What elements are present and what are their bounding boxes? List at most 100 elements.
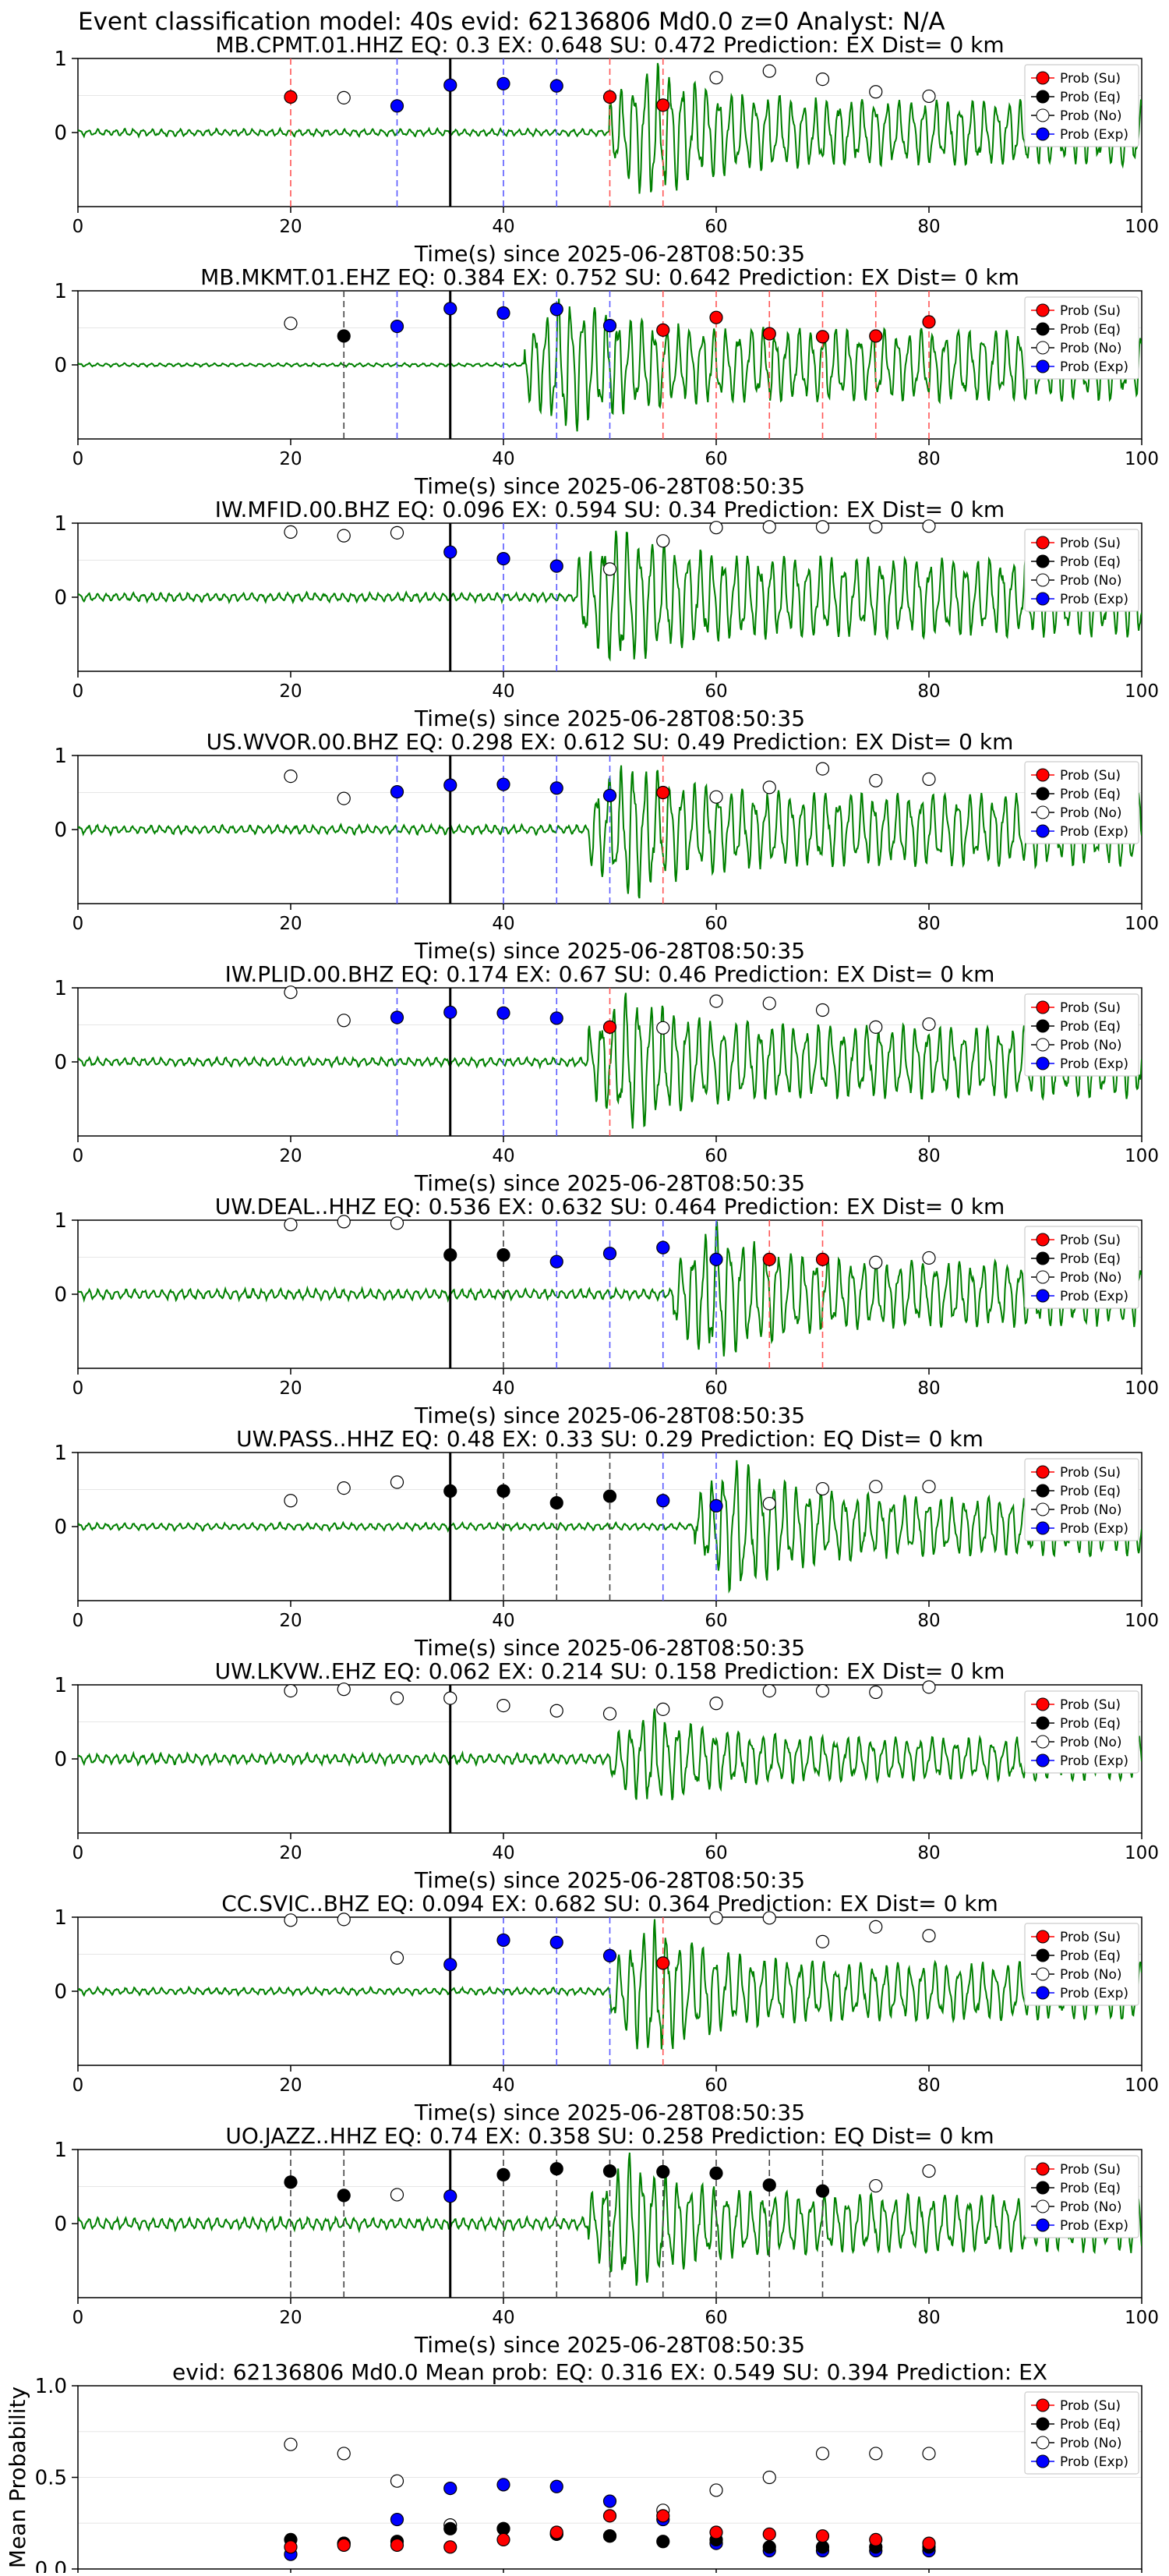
y-tick-label: 1: [54, 2139, 67, 2162]
x-tick-label: 20: [279, 681, 302, 702]
legend-label-su: Prob (Su): [1060, 1000, 1121, 1016]
prob-marker-exp: [496, 551, 510, 566]
legend-label-exp: Prob (Exp): [1060, 592, 1128, 607]
mean-marker-su: [762, 2527, 776, 2541]
x-axis-label: Time(s) since 2025-06-28T08:50:35: [414, 2100, 805, 2125]
prob-marker-no: [869, 520, 883, 534]
prob-marker-no: [815, 1684, 830, 1698]
legend-marker-su: [1036, 1233, 1050, 1247]
legend-marker-su: [1036, 1000, 1050, 1014]
x-tick-label: 100: [1125, 681, 1159, 702]
mean-marker-su: [922, 2536, 936, 2550]
y-tick-label: 0: [54, 1748, 67, 1771]
prob-marker-no: [869, 2178, 883, 2193]
legend-marker-su: [1036, 536, 1050, 550]
prob-marker-eq: [496, 1484, 510, 1499]
plot-area: [78, 1917, 1142, 2065]
legend-marker-exp: [1036, 2218, 1050, 2232]
x-tick-label: 100: [1125, 1378, 1159, 1399]
x-tick-label: 80: [917, 2075, 940, 2096]
legend-label-eq: Prob (Eq): [1060, 1019, 1121, 1035]
legend-label-su: Prob (Su): [1060, 536, 1121, 551]
x-tick-label: 20: [279, 1843, 302, 1863]
legend-label-su: Prob (Su): [1060, 2162, 1121, 2178]
panel-10: evid: 62136806 Md0.0 Mean prob: EQ: 0.31…: [5, 2359, 1143, 2576]
prob-marker-exp: [443, 1005, 457, 1019]
prob-marker-eq: [337, 329, 351, 343]
legend-label-eq: Prob (Eq): [1060, 1251, 1121, 1267]
prob-marker-exp: [443, 2189, 457, 2203]
legend-label-no: Prob (No): [1060, 1735, 1122, 1750]
x-tick-label: 0: [72, 1146, 84, 1166]
x-tick-label: 20: [279, 217, 302, 237]
prob-marker-eq: [443, 1248, 457, 1262]
legend-label-eq: Prob (Eq): [1060, 1948, 1121, 1964]
panel-title: MB.MKMT.01.EHZ EQ: 0.384 EX: 0.752 SU: 0…: [200, 264, 1019, 290]
legend-frame: [1024, 1458, 1139, 1541]
prob-marker-no: [602, 1707, 617, 1721]
y-tick-label: 1: [54, 1906, 67, 1930]
legend-marker-eq: [1036, 1019, 1050, 1033]
prob-marker-no: [762, 520, 776, 534]
legend-label-su: Prob (Su): [1060, 303, 1121, 319]
legend-label-su: Prob (Su): [1060, 768, 1121, 784]
prob-marker-eq: [762, 2178, 776, 2192]
legend-marker-no: [1036, 1270, 1050, 1284]
prob-marker-no: [602, 562, 617, 576]
legend-label-no: Prob (No): [1060, 341, 1122, 356]
legend-label-no: Prob (No): [1060, 1967, 1122, 1983]
x-tick-label: 20: [279, 1611, 302, 1631]
prob-marker-su: [815, 1252, 830, 1266]
x-tick-label: 0: [72, 449, 84, 469]
mean-marker-su: [443, 2540, 457, 2554]
prob-marker-eq: [284, 2175, 298, 2189]
prob-marker-no: [390, 1691, 404, 1705]
prob-marker-no: [390, 1475, 404, 1489]
legend-marker-eq: [1036, 322, 1050, 336]
prob-marker-su: [602, 1020, 617, 1034]
legend-marker-exp: [1036, 1986, 1050, 2000]
panel-title: MB.CPMT.01.HHZ EQ: 0.3 EX: 0.648 SU: 0.4…: [215, 32, 1004, 58]
x-axis-label: Time(s) since 2025-06-28T08:50:35: [414, 1170, 805, 1196]
plot-area: [78, 1220, 1142, 1368]
prob-marker-no: [284, 1494, 298, 1508]
legend-frame: [1024, 2155, 1139, 2238]
legend-label-su: Prob (Su): [1060, 1233, 1121, 1248]
prob-marker-no: [337, 1913, 351, 1927]
prob-marker-no: [762, 996, 776, 1010]
legend-label-no: Prob (No): [1060, 1502, 1122, 1518]
mean-marker-exp: [390, 2512, 404, 2527]
legend-marker-exp: [1036, 1056, 1050, 1070]
x-tick-label: 20: [279, 914, 302, 934]
prob-marker-exp: [549, 1011, 563, 1025]
x-tick-label: 40: [492, 1611, 514, 1631]
panel-title: UW.PASS..HHZ EQ: 0.48 EX: 0.33 SU: 0.29 …: [236, 1426, 984, 1452]
x-tick-label: 40: [492, 217, 514, 237]
prob-marker-eq: [656, 2164, 670, 2179]
prob-marker-exp: [443, 302, 457, 316]
prob-marker-no: [337, 90, 351, 104]
mean-legend-frame: [1024, 2391, 1139, 2475]
mean-marker-no: [337, 2447, 351, 2461]
plot-area: [78, 1685, 1142, 1833]
legend-marker-su: [1036, 768, 1050, 782]
prob-marker-exp: [390, 320, 404, 334]
prob-marker-exp: [390, 99, 404, 113]
prob-marker-no: [709, 994, 723, 1008]
prob-marker-no: [337, 1481, 351, 1495]
mean-marker-exp: [443, 2482, 457, 2496]
prob-marker-no: [284, 985, 298, 1000]
x-tick-label: 100: [1125, 2308, 1159, 2328]
legend-frame: [1024, 1226, 1139, 1309]
prob-marker-eq: [602, 1489, 617, 1503]
prob-marker-no: [496, 1699, 510, 1713]
prob-marker-exp: [602, 1948, 617, 1962]
mean-marker-eq: [602, 2529, 617, 2543]
panel-3: US.WVOR.00.BHZ EQ: 0.298 EX: 0.612 SU: 0…: [54, 729, 1159, 964]
x-tick-label: 0: [72, 1843, 84, 1863]
prob-marker-su: [709, 310, 723, 324]
prob-marker-exp: [656, 1240, 670, 1254]
y-tick-label: 0: [54, 586, 67, 610]
y-tick-label: 1: [54, 48, 67, 71]
